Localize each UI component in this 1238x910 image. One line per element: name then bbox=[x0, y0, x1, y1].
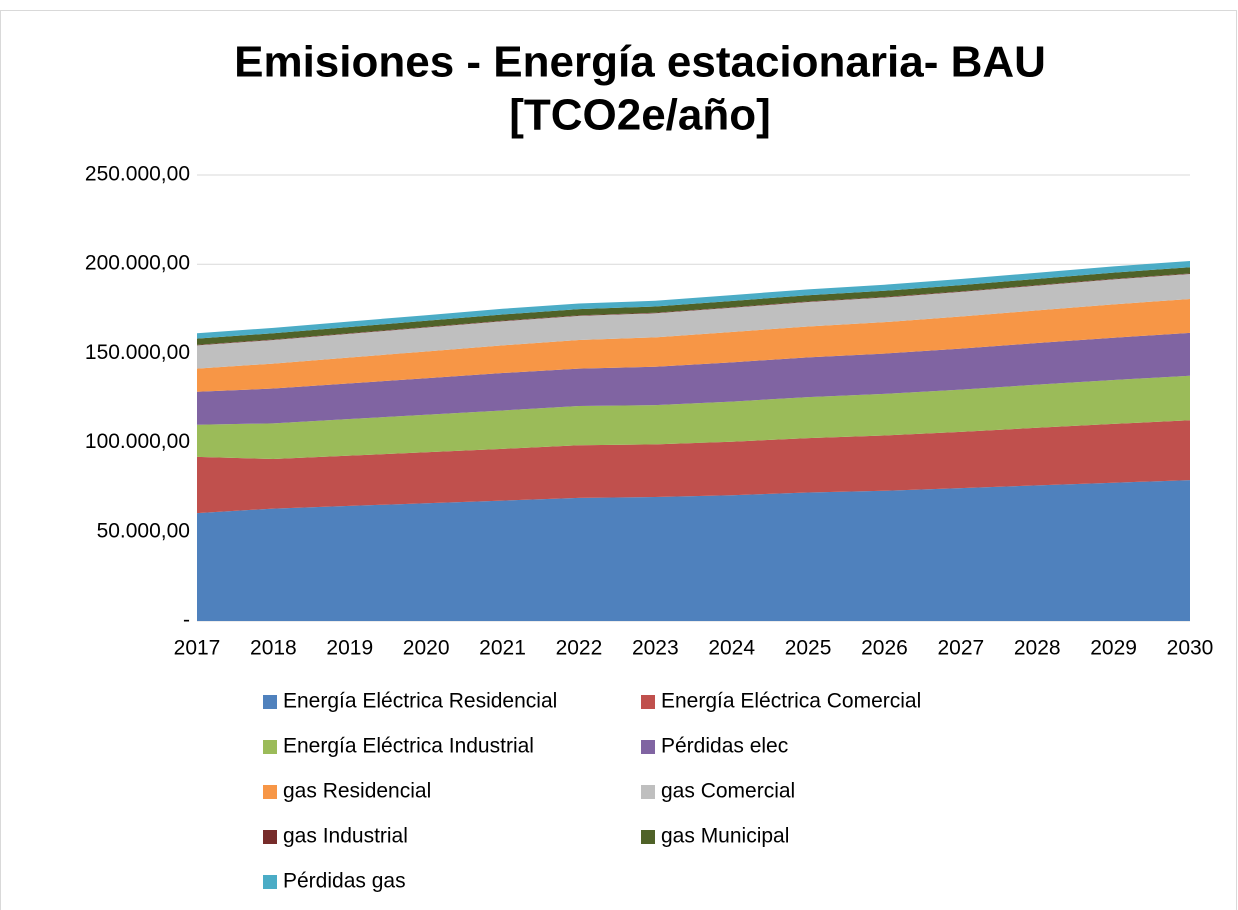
legend-swatch bbox=[641, 830, 655, 844]
y-tick-label: 150.000,00 bbox=[85, 341, 190, 364]
area bbox=[197, 420, 1190, 514]
area bbox=[197, 274, 1190, 369]
y-tick-label: 100.000,00 bbox=[85, 430, 190, 453]
legend-label: Energía Eléctrica Industrial bbox=[283, 735, 534, 758]
legend-swatch bbox=[263, 695, 277, 709]
legend-label: Energía Eléctrica Residencial bbox=[283, 690, 557, 713]
y-tick-label: 50.000,00 bbox=[97, 519, 190, 542]
legend-swatch bbox=[263, 785, 277, 799]
area bbox=[197, 332, 1190, 425]
legend-swatch bbox=[641, 785, 655, 799]
x-tick-label: 2017 bbox=[174, 637, 221, 660]
area bbox=[197, 267, 1190, 345]
legend-label: Energía Eléctrica Comercial bbox=[661, 690, 921, 713]
area bbox=[197, 298, 1190, 392]
x-tick-label: 2019 bbox=[326, 637, 373, 660]
x-tick-label: 2029 bbox=[1090, 637, 1137, 660]
area bbox=[197, 480, 1190, 621]
legend-label: gas Residencial bbox=[283, 780, 431, 803]
x-tick-label: 2018 bbox=[250, 637, 297, 660]
y-tick-label: 200.000,00 bbox=[85, 252, 190, 275]
x-tick-label: 2020 bbox=[403, 637, 450, 660]
area bbox=[197, 375, 1190, 460]
legend-label: Pérdidas elec bbox=[661, 735, 788, 758]
x-tick-label: 2024 bbox=[708, 637, 755, 660]
y-tick-label: 250.000,00 bbox=[85, 163, 190, 186]
chart-title: Emisiones - Energía estacionaria- BAU bbox=[234, 38, 1046, 87]
legend-label: Pérdidas gas bbox=[283, 870, 406, 893]
legend-label: gas Comercial bbox=[661, 780, 795, 803]
legend-swatch bbox=[263, 830, 277, 844]
legend-swatch bbox=[263, 740, 277, 754]
legend-label: gas Municipal bbox=[661, 825, 789, 848]
x-tick-label: 2027 bbox=[937, 637, 984, 660]
x-tick-label: 2022 bbox=[556, 637, 603, 660]
area bbox=[197, 260, 1190, 339]
x-tick-label: 2023 bbox=[632, 637, 679, 660]
x-tick-label: 2025 bbox=[785, 637, 832, 660]
x-tick-label: 2028 bbox=[1014, 637, 1061, 660]
legend-swatch bbox=[263, 875, 277, 889]
x-tick-label: 2026 bbox=[861, 637, 908, 660]
legend-swatch bbox=[641, 695, 655, 709]
legend-swatch bbox=[641, 740, 655, 754]
x-tick-label: 2021 bbox=[479, 637, 526, 660]
y-tick-label: - bbox=[183, 609, 190, 632]
chart-title: [TCO2e/año] bbox=[509, 91, 771, 140]
x-tick-label: 2030 bbox=[1167, 637, 1214, 660]
legend-label: gas Industrial bbox=[283, 825, 408, 848]
